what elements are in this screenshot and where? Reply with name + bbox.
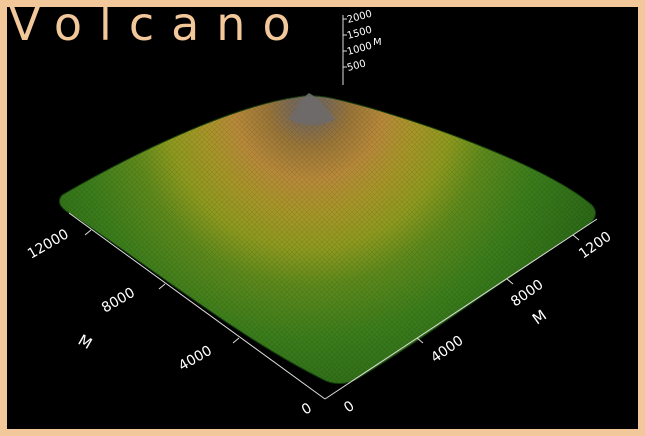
left-axis-tick: 12000 <box>25 226 72 262</box>
vertical-axis-tick: 1000 <box>346 41 373 58</box>
page-title: Volcano <box>9 7 308 51</box>
terrain-texture <box>59 95 596 384</box>
right-axis-unit: M <box>529 306 550 328</box>
vertical-axis-unit: M <box>373 37 382 48</box>
right-axis-tick: 4000 <box>428 333 466 367</box>
right-axis-tick: 1200 <box>576 229 614 263</box>
left-axis-tick: 8000 <box>99 285 138 317</box>
summit-cone <box>289 93 335 125</box>
vertical-axis-tick: 1500 <box>346 25 373 42</box>
right-axis-tick: 8000 <box>508 277 546 311</box>
right-axis-tick: 0 <box>341 398 357 416</box>
left-axis-tick: 4000 <box>176 343 215 375</box>
left-axis-tick: 0 <box>299 400 315 418</box>
terrain-surface-plot[interactable]: 2000 1500 1000 500 M 12000 8000 4000 0 M… <box>7 7 638 429</box>
right-axis-line <box>324 218 598 400</box>
left-axis-line <box>68 212 326 400</box>
left-axis-unit: M <box>75 331 95 353</box>
vertical-axis-tick: 2000 <box>346 9 373 26</box>
vertical-axis-tick: 500 <box>346 58 367 74</box>
plot-viewport[interactable]: 2000 1500 1000 500 M 12000 8000 4000 0 M… <box>7 7 638 429</box>
